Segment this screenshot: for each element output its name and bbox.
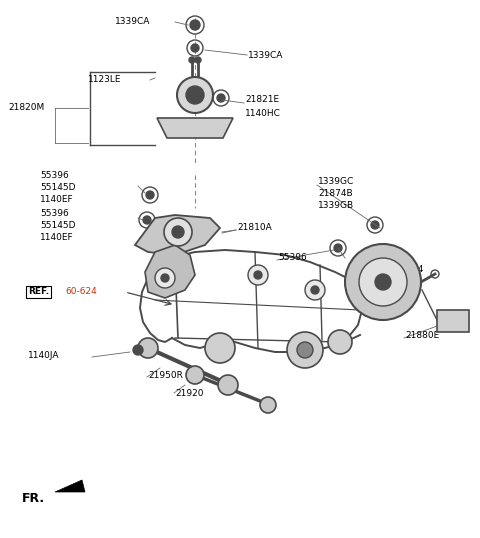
Bar <box>437 310 469 332</box>
Text: 1123LE: 1123LE <box>88 75 121 84</box>
Circle shape <box>189 57 195 63</box>
Circle shape <box>248 265 268 285</box>
Text: 55396: 55396 <box>278 253 307 263</box>
Text: 21821E: 21821E <box>245 96 279 104</box>
Circle shape <box>287 332 323 368</box>
Text: 21874B: 21874B <box>318 189 353 199</box>
Text: 60-624: 60-624 <box>65 287 97 296</box>
Text: 21880E: 21880E <box>405 330 439 339</box>
Text: 1140EF: 1140EF <box>40 195 73 203</box>
Circle shape <box>138 338 158 358</box>
Text: 55396: 55396 <box>40 171 69 180</box>
Text: 21810A: 21810A <box>237 223 272 232</box>
Circle shape <box>177 77 213 113</box>
Circle shape <box>186 366 204 384</box>
Polygon shape <box>135 215 220 255</box>
Circle shape <box>297 342 313 358</box>
Circle shape <box>155 268 175 288</box>
Circle shape <box>217 94 225 102</box>
Circle shape <box>172 226 184 238</box>
Circle shape <box>205 333 235 363</box>
Circle shape <box>260 397 276 413</box>
Text: 1140HC: 1140HC <box>245 109 281 117</box>
Text: 1140EF: 1140EF <box>40 233 73 243</box>
Circle shape <box>161 274 169 282</box>
Text: 21820M: 21820M <box>8 103 44 112</box>
Circle shape <box>334 244 342 252</box>
Text: 1339CA: 1339CA <box>115 18 150 26</box>
Circle shape <box>311 286 319 294</box>
Text: 55396: 55396 <box>40 209 69 218</box>
Text: 1339GB: 1339GB <box>318 202 354 210</box>
Text: 1140JA: 1140JA <box>28 350 60 359</box>
Circle shape <box>190 20 200 30</box>
Circle shape <box>146 191 154 199</box>
Text: 21830: 21830 <box>358 295 386 305</box>
Circle shape <box>191 44 199 52</box>
Circle shape <box>164 218 192 246</box>
Circle shape <box>195 57 201 63</box>
Circle shape <box>305 280 325 300</box>
Text: 1339CA: 1339CA <box>248 51 283 60</box>
Text: FR.: FR. <box>22 492 45 505</box>
Circle shape <box>371 221 379 229</box>
Text: 21950R: 21950R <box>148 371 183 379</box>
Polygon shape <box>145 245 195 298</box>
Text: 55145D: 55145D <box>40 182 75 192</box>
Circle shape <box>254 271 262 279</box>
Text: 21844: 21844 <box>395 265 423 274</box>
Circle shape <box>186 86 204 104</box>
Circle shape <box>359 258 407 306</box>
Text: 21920: 21920 <box>175 388 204 398</box>
Circle shape <box>133 345 143 355</box>
Circle shape <box>345 244 421 320</box>
Text: 55145D: 55145D <box>40 222 75 230</box>
Polygon shape <box>55 480 85 492</box>
Circle shape <box>143 216 151 224</box>
Text: REF.: REF. <box>28 287 49 296</box>
Polygon shape <box>157 118 233 138</box>
Circle shape <box>328 330 352 354</box>
Circle shape <box>218 375 238 395</box>
Text: 1339GC: 1339GC <box>318 178 354 187</box>
Circle shape <box>375 274 391 290</box>
